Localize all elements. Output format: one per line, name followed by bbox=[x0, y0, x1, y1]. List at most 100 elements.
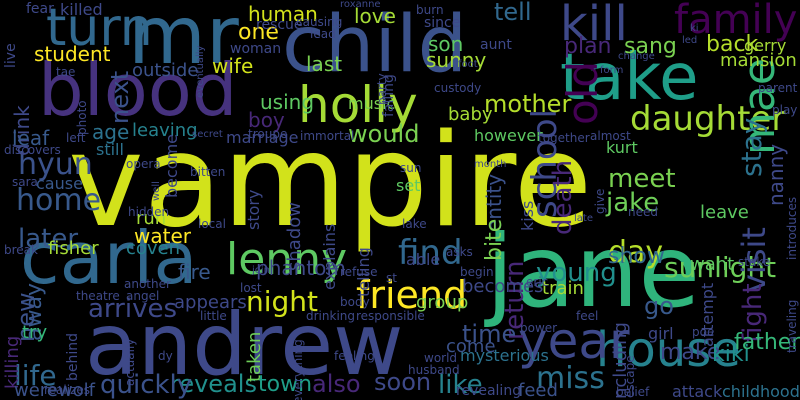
word-age: age bbox=[92, 120, 130, 144]
word-kurt: kurt bbox=[606, 138, 638, 157]
word-local: local bbox=[198, 217, 226, 231]
word-change: change bbox=[618, 51, 655, 62]
word-falling: falling bbox=[381, 73, 397, 117]
word-jane: jane bbox=[486, 213, 700, 330]
word-quickly: quickly bbox=[100, 370, 193, 400]
word-becomes: becomes bbox=[462, 276, 544, 297]
word-woman: woman bbox=[230, 41, 282, 57]
word-take: take bbox=[560, 41, 699, 115]
word-feel: feel bbox=[576, 309, 599, 323]
word-well: well bbox=[151, 181, 162, 202]
word-lake: lake bbox=[402, 217, 427, 231]
word-left: left bbox=[66, 131, 86, 145]
word-lost: lost bbox=[240, 281, 262, 295]
word-house: house bbox=[596, 322, 741, 378]
word-show: show bbox=[608, 244, 665, 269]
word-using: using bbox=[260, 90, 315, 114]
word-turn: turn bbox=[46, 0, 153, 58]
word-would: would bbox=[348, 120, 420, 148]
word-revealing: revealing bbox=[456, 383, 522, 399]
word-mother: mother bbox=[484, 90, 572, 118]
word-try: try bbox=[22, 322, 48, 343]
word-want: want bbox=[690, 254, 735, 275]
word-love: love bbox=[354, 4, 396, 28]
word-mansion: mansion bbox=[720, 50, 797, 71]
word-shadow: shadow bbox=[284, 201, 305, 271]
word-train: train bbox=[542, 278, 584, 299]
word-tell: tell bbox=[494, 0, 532, 26]
word-marriage: marriage bbox=[226, 128, 299, 147]
word-feed: feed bbox=[518, 380, 558, 400]
word-explains: explains bbox=[320, 223, 339, 291]
word-jake: jake bbox=[606, 188, 660, 218]
word-st: st bbox=[386, 271, 397, 285]
word-eric: eric bbox=[526, 275, 549, 289]
word-mysterious: mysterious bbox=[460, 346, 549, 365]
word-troupe: troupe bbox=[248, 127, 288, 141]
word-young: young bbox=[536, 258, 617, 288]
word-meet: meet bbox=[608, 164, 676, 194]
word-night: night bbox=[246, 285, 319, 318]
word-kill: kill bbox=[560, 0, 628, 52]
word-nanny: nanny bbox=[764, 143, 788, 206]
word-childhood: childhood bbox=[722, 382, 800, 400]
word-day: day bbox=[608, 235, 664, 270]
word-another: another bbox=[124, 277, 171, 291]
word-leaving: leaving bbox=[132, 120, 198, 141]
word-together: together bbox=[538, 131, 590, 145]
word-next: next bbox=[106, 70, 134, 124]
word-water: water bbox=[134, 224, 191, 248]
word-human: human bbox=[248, 2, 318, 26]
word-play: play bbox=[772, 103, 798, 117]
word-son: son bbox=[428, 32, 464, 56]
word-appears: appears bbox=[174, 292, 247, 313]
word-custody: custody bbox=[434, 81, 482, 95]
word-werewolf: werewolf bbox=[14, 380, 95, 400]
word-belief: belief bbox=[616, 385, 650, 399]
word-causing: causing bbox=[296, 15, 343, 29]
word-power: power bbox=[520, 321, 558, 335]
word-reveals: reveals bbox=[170, 370, 257, 398]
word-however: however bbox=[474, 126, 543, 145]
word-leaf: leaf bbox=[12, 126, 50, 150]
word-refuse: refuse bbox=[340, 265, 378, 279]
word-leave: leave bbox=[700, 202, 749, 223]
word-home: home bbox=[16, 183, 102, 218]
word-plan: plan bbox=[564, 34, 612, 59]
word-break: break bbox=[4, 243, 38, 257]
word-feeling: feeling bbox=[334, 349, 375, 363]
word-come: come bbox=[446, 336, 496, 357]
word-drinking: drinking bbox=[306, 309, 355, 323]
word-burn: burn bbox=[416, 3, 444, 17]
word-roxanne: roxanne bbox=[340, 0, 381, 10]
word-time: time bbox=[462, 320, 517, 348]
word-like: like bbox=[438, 370, 483, 400]
word-also: also bbox=[312, 370, 361, 398]
word-fisher: fisher bbox=[48, 238, 99, 259]
word-daughter: daughter bbox=[630, 99, 786, 139]
word-andrew: andrew bbox=[85, 295, 404, 395]
word-group: group bbox=[416, 292, 469, 313]
word-become: become bbox=[162, 133, 181, 198]
word-give: give bbox=[593, 188, 607, 214]
word-aunt: aunt bbox=[480, 37, 512, 53]
word-parent: parent bbox=[758, 81, 798, 95]
word-sunny: sunny bbox=[426, 48, 487, 72]
word-boy: boy bbox=[248, 108, 285, 132]
word-join: join bbox=[252, 265, 271, 276]
word-year: year bbox=[518, 312, 630, 370]
word-kiss: kiss bbox=[518, 200, 537, 232]
word-miss: miss bbox=[536, 361, 605, 396]
word-death: death bbox=[548, 160, 578, 236]
word-life: life bbox=[14, 359, 57, 392]
word-immortal: immortal bbox=[300, 129, 355, 143]
word-later: later bbox=[18, 224, 79, 254]
word-discovers: discovers bbox=[4, 143, 61, 157]
word-arrives: arrives bbox=[88, 294, 178, 324]
word-friend: friend bbox=[356, 273, 468, 317]
word-opera: opera bbox=[126, 157, 161, 171]
word-student: student bbox=[34, 42, 111, 66]
word-back: back bbox=[706, 32, 759, 57]
word-led: led bbox=[682, 35, 698, 46]
word-go: go bbox=[644, 292, 674, 320]
